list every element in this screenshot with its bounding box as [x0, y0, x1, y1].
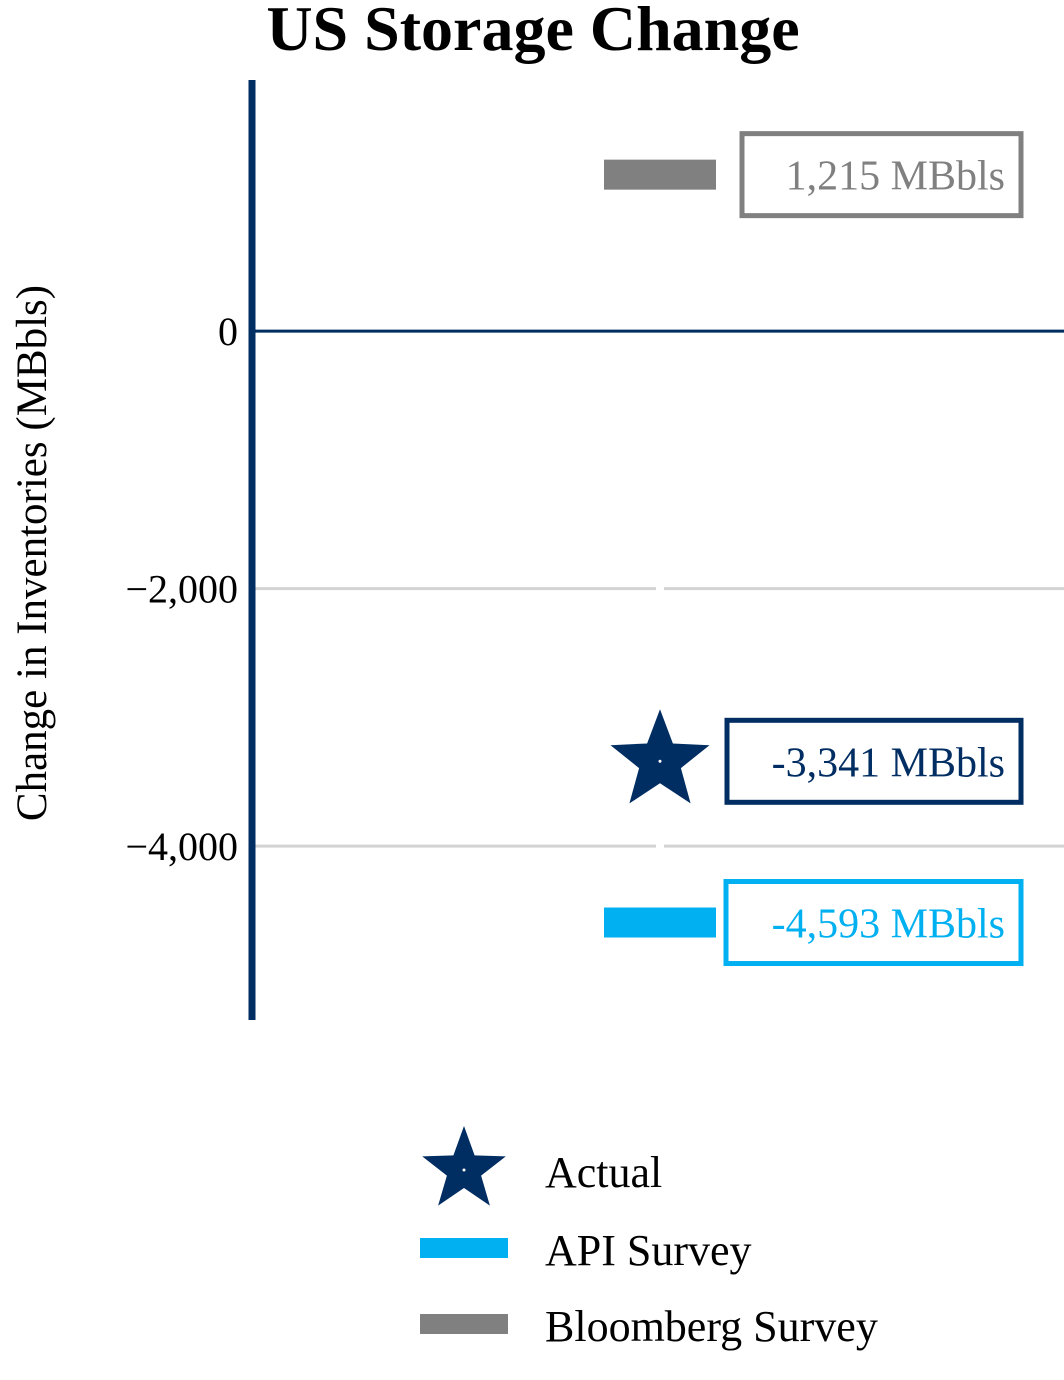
chart-marks: -3,341 MBbls -4,593 MBbls 1,215 MBbls: [604, 131, 1024, 967]
chart-legend: Actual API Survey Bloomberg Survey: [420, 1126, 878, 1351]
actual-star-marker: [610, 709, 710, 804]
value-label-box: [739, 131, 1024, 219]
legend-label: Actual: [545, 1148, 662, 1197]
star-center-dot: [658, 759, 662, 763]
legend-label: Bloomberg Survey: [545, 1302, 878, 1351]
value-label: -4,593 MBbls: [772, 902, 1005, 948]
y-tick-labels: 0 −2,000 −4,000: [125, 309, 238, 869]
y-tick-label: −2,000: [125, 567, 238, 612]
value-label: 1,215 MBbls: [786, 154, 1005, 200]
legend-bar-icon: [420, 1314, 508, 1334]
value-label-box: [724, 717, 1024, 805]
legend-star-center-dot: [462, 1168, 466, 1172]
legend-bar-icon: [420, 1238, 508, 1258]
survey-bar-marker: [604, 907, 716, 938]
grid-lines: [252, 329, 1064, 848]
chart-title: US Storage Change: [266, 0, 799, 64]
survey-bar-marker: [604, 159, 716, 190]
y-tick-label: −4,000: [125, 824, 238, 869]
y-axis-label: Change in Inventories (MBbls): [9, 285, 56, 821]
value-label-box: [723, 879, 1024, 967]
y-tick-label: 0: [218, 309, 238, 354]
value-label: -3,341 MBbls: [772, 740, 1005, 786]
legend-star-icon: [422, 1126, 506, 1206]
legend-label: API Survey: [545, 1226, 752, 1275]
